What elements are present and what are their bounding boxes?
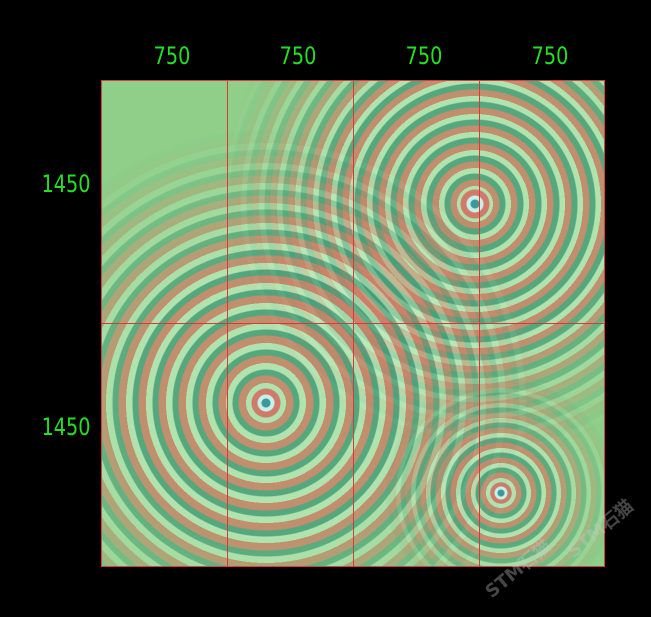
top-dimension-2: 750 [279,42,317,70]
top-dimension-1: 750 [153,42,191,70]
left-dimension-1: 1450 [41,170,91,198]
left-dimension-2: 1450 [41,413,91,441]
ripple-field [101,80,605,567]
top-dimension-4: 750 [531,42,569,70]
top-dimension-3: 750 [405,42,443,70]
grid-line-horizontal [102,323,604,324]
